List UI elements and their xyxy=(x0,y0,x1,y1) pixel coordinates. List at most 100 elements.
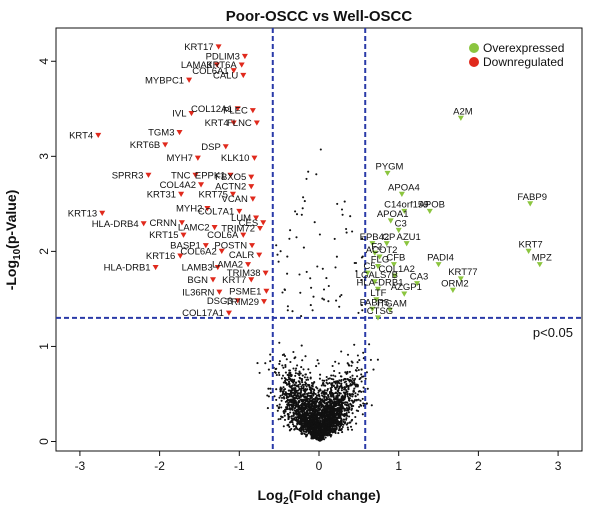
ns-point xyxy=(283,418,287,421)
ns-point xyxy=(365,402,368,405)
ns-point xyxy=(343,387,347,390)
ns-point xyxy=(300,366,303,369)
ns-point xyxy=(290,415,293,418)
y-axis-title-base: -Log xyxy=(3,260,19,290)
downregulated-gene-label: TRIM72 xyxy=(221,224,255,235)
ns-point xyxy=(315,173,318,176)
ns-point xyxy=(288,425,291,428)
y-axis: 0 1 2 3 4 xyxy=(37,58,56,445)
ns-point xyxy=(292,417,295,420)
ns-point xyxy=(346,378,349,381)
overexpressed-point xyxy=(401,291,408,297)
ns-point xyxy=(299,395,302,398)
downregulated-gene-label: BASP1 xyxy=(170,241,201,252)
ns-point xyxy=(357,311,360,314)
ns-point xyxy=(316,359,319,362)
ns-point xyxy=(282,386,285,389)
ns-point xyxy=(324,421,327,424)
overexpressed-gene-label: A2M xyxy=(453,106,473,117)
ns-point xyxy=(294,416,297,419)
threshold-lines xyxy=(56,28,582,451)
downregulated-point xyxy=(229,191,236,197)
ns-point xyxy=(291,400,294,403)
ns-point xyxy=(280,377,283,380)
ns-point xyxy=(313,433,316,436)
downregulated-point xyxy=(248,174,255,180)
ns-point xyxy=(343,377,346,380)
downregulated-point xyxy=(238,62,245,68)
ns-point xyxy=(343,413,346,416)
downregulated-gene-label: HLA-DRB1 xyxy=(104,263,151,274)
ns-point xyxy=(354,395,357,398)
ns-point xyxy=(351,395,354,398)
ns-point xyxy=(283,393,287,396)
overexpressed-gene-label: FABP9 xyxy=(517,192,547,203)
ns-point xyxy=(354,261,358,265)
ns-point xyxy=(258,371,261,374)
ns-point xyxy=(340,404,343,407)
ns-point xyxy=(295,403,298,407)
ns-point xyxy=(304,425,307,428)
downregulated-gene-label: SPRR3 xyxy=(112,170,144,181)
chart-title: Poor-OSCC vs Well-OSCC xyxy=(226,8,413,25)
ns-point xyxy=(335,396,338,399)
overexpressed-point xyxy=(369,241,376,247)
ns-point xyxy=(287,376,290,379)
ns-point xyxy=(300,344,303,347)
ns-point xyxy=(314,437,317,440)
overexpressed-gene-label: APOA4 xyxy=(388,182,420,193)
ns-point xyxy=(329,429,332,432)
ns-point xyxy=(347,428,350,431)
ns-point xyxy=(284,410,287,413)
ns-point xyxy=(284,365,287,368)
ns-point xyxy=(325,396,328,399)
downregulated-gene-label: COL6A xyxy=(207,230,239,241)
downregulated-gene-label: KRT75 xyxy=(198,189,227,200)
ns-point xyxy=(322,413,325,416)
ns-point xyxy=(346,392,349,395)
ns-point xyxy=(364,377,367,380)
ns-point xyxy=(345,403,348,406)
downregulated-gene-label: POSTN xyxy=(214,241,247,252)
ns-point xyxy=(361,413,364,416)
ns-point xyxy=(329,418,332,421)
ns-point xyxy=(330,394,333,397)
y-tick-label: 2 xyxy=(37,248,51,255)
ns-point xyxy=(305,385,308,388)
ns-point xyxy=(318,419,322,422)
ns-point xyxy=(333,413,336,416)
downregulated-gene-label: CALU xyxy=(213,71,238,82)
ns-point xyxy=(292,350,295,354)
ns-point xyxy=(345,227,348,231)
downregulated-gene-label: EPPK1 xyxy=(195,170,226,181)
ns-point xyxy=(317,391,320,394)
ns-point xyxy=(295,396,298,400)
ns-point xyxy=(325,431,328,434)
ns-point xyxy=(276,253,279,256)
ns-point xyxy=(334,414,337,418)
ns-point xyxy=(305,403,308,407)
ns-point xyxy=(303,414,306,417)
ns-point xyxy=(312,415,315,418)
ns-point xyxy=(313,381,316,384)
ns-point xyxy=(353,379,356,382)
ns-point xyxy=(360,390,363,393)
ns-point xyxy=(348,415,351,418)
ns-point xyxy=(319,399,322,402)
ns-point xyxy=(324,404,327,407)
ns-point xyxy=(292,425,296,428)
ns-point xyxy=(298,273,301,276)
legend: Overexpressed Downregulated xyxy=(469,41,564,69)
ns-point xyxy=(281,393,284,396)
ns-point xyxy=(334,380,337,383)
ns-point xyxy=(308,427,312,430)
overexpressed-point xyxy=(383,241,390,247)
ns-point xyxy=(287,413,290,416)
overexpressed-point xyxy=(457,276,464,282)
ns-point xyxy=(344,394,347,397)
overexpressed-gene-label: CP xyxy=(382,232,395,243)
overexpressed-gene-label: ORM2 xyxy=(441,278,468,289)
ns-point xyxy=(362,386,365,389)
ns-point xyxy=(311,402,314,405)
downregulated-point xyxy=(248,277,255,283)
